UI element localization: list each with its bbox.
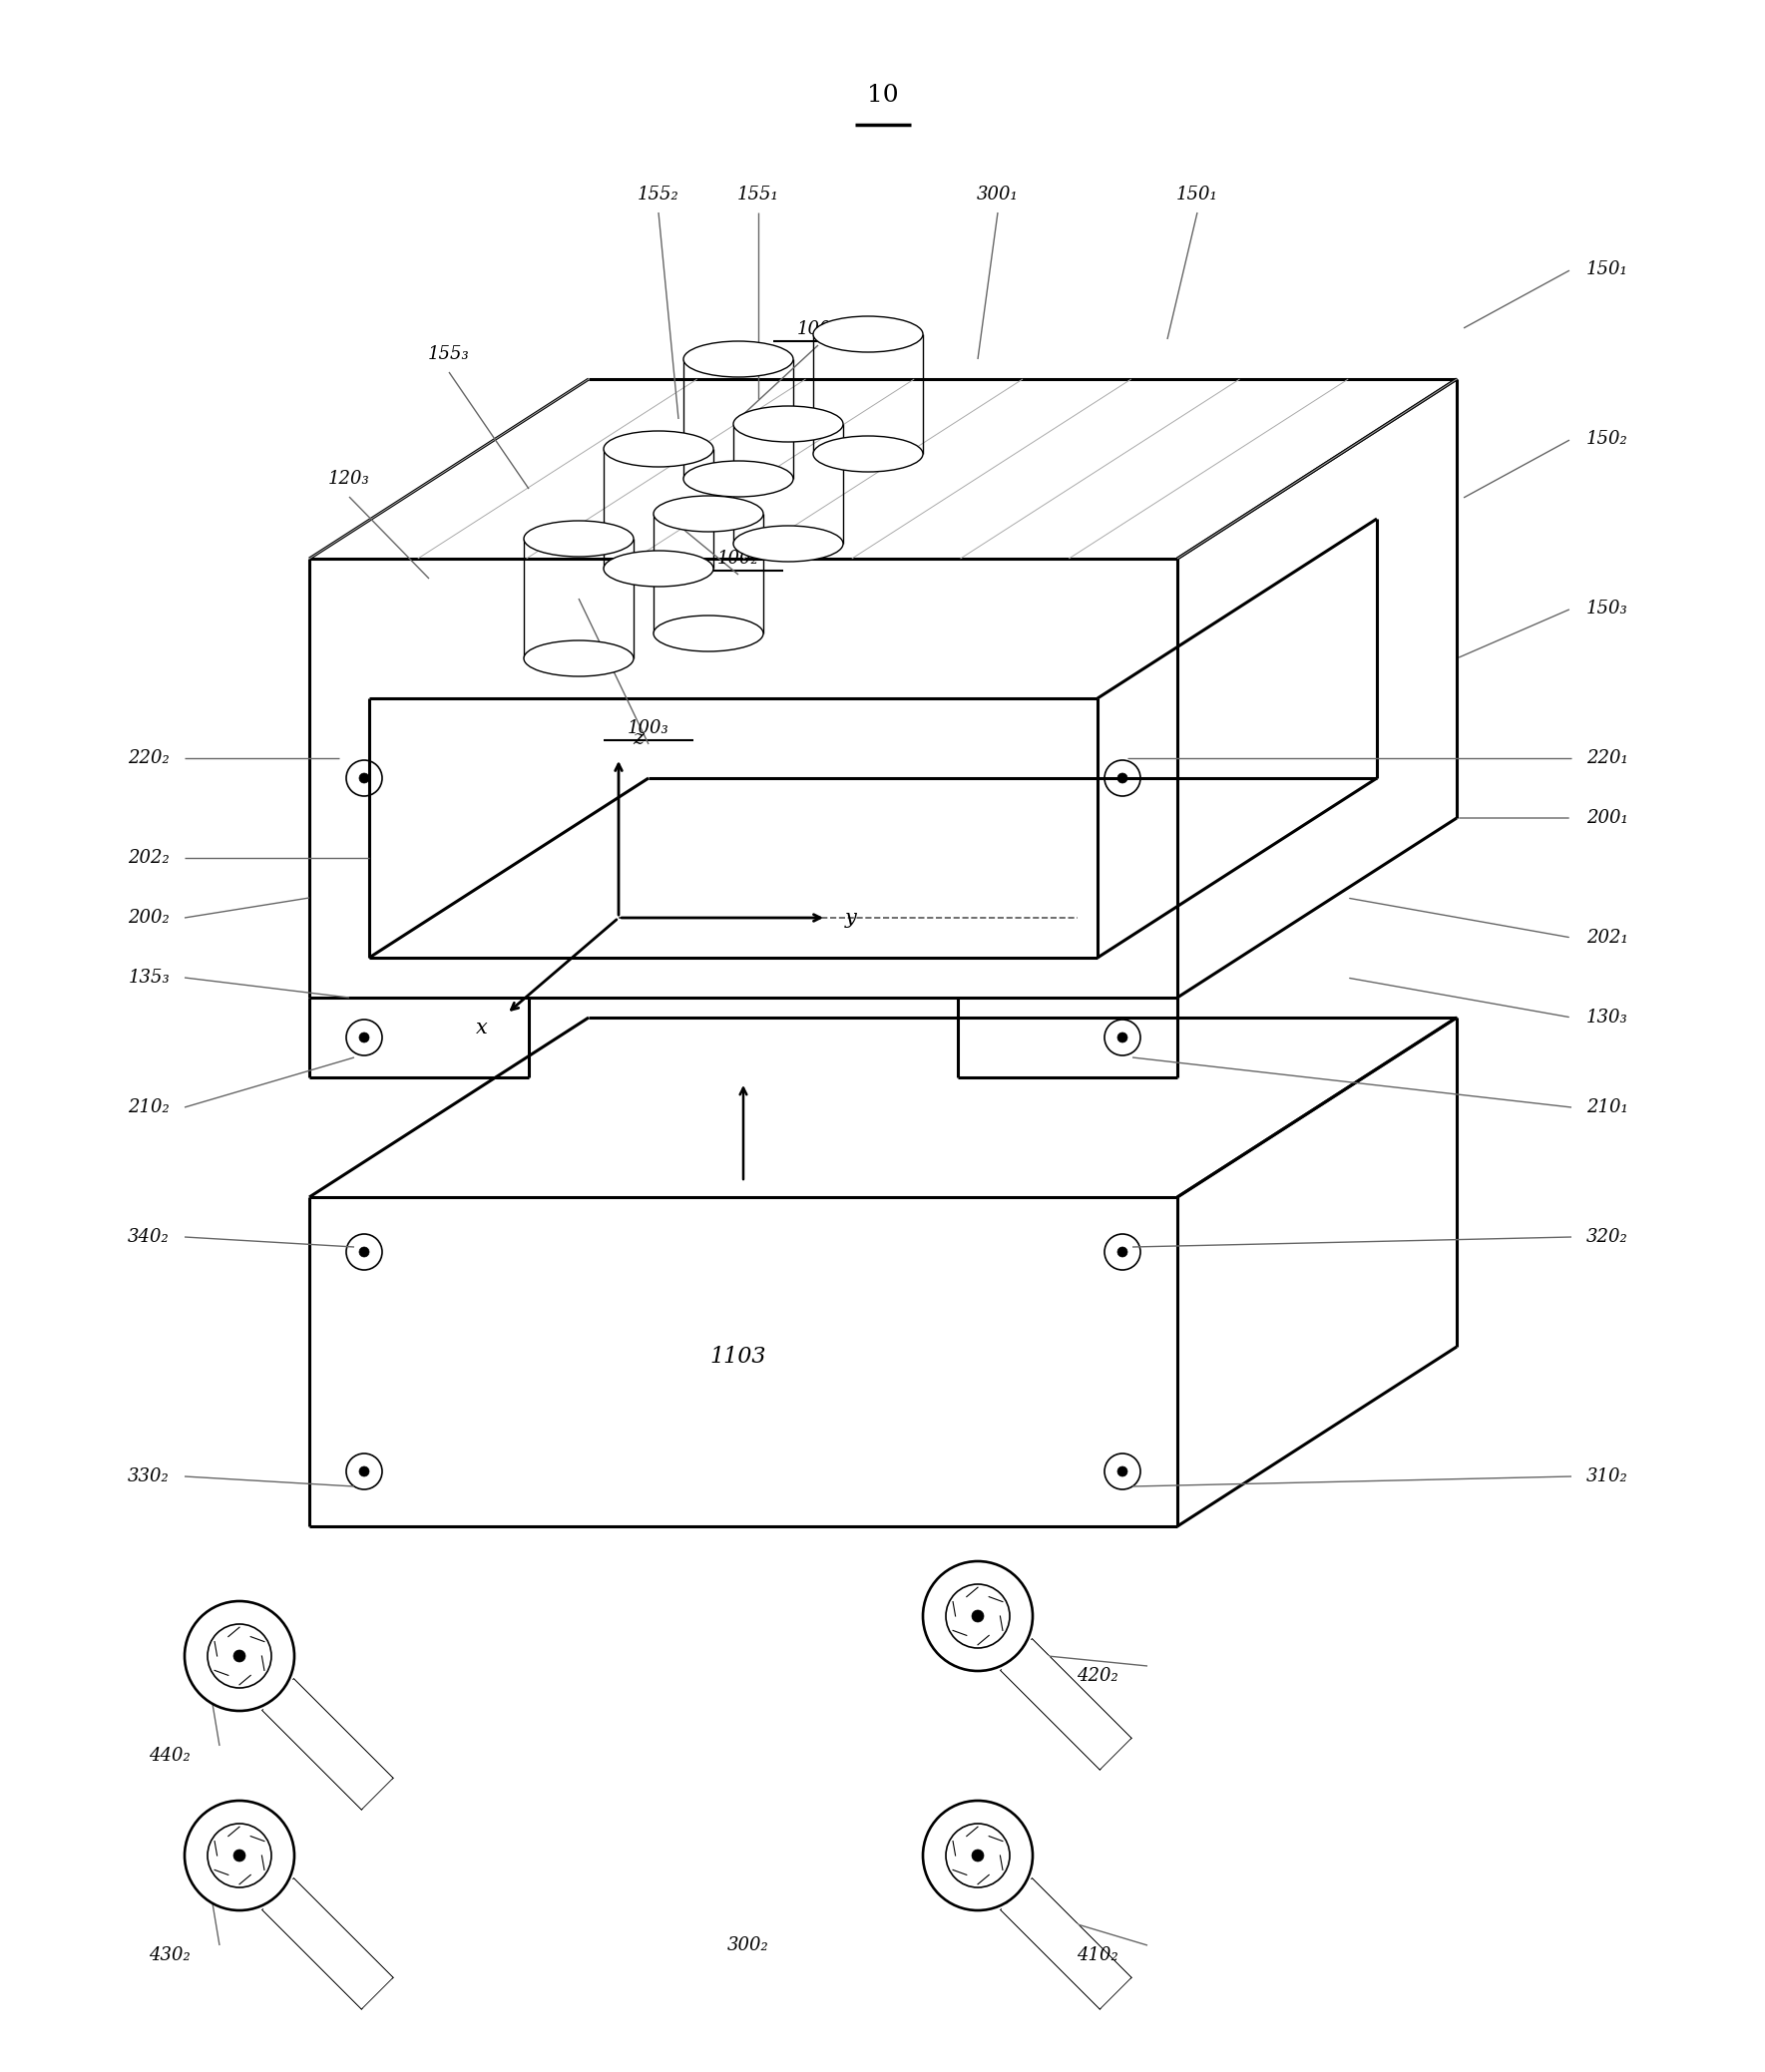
Ellipse shape xyxy=(653,495,762,533)
Text: 120₃: 120₃ xyxy=(328,470,371,487)
Ellipse shape xyxy=(814,317,923,352)
Text: 100₂: 100₂ xyxy=(718,549,759,568)
Ellipse shape xyxy=(604,431,713,466)
Text: 10: 10 xyxy=(867,83,898,106)
Circle shape xyxy=(346,1235,383,1270)
Ellipse shape xyxy=(683,342,792,377)
Circle shape xyxy=(1105,1452,1140,1490)
Text: 200₁: 200₁ xyxy=(1587,808,1627,827)
Ellipse shape xyxy=(732,526,844,562)
Circle shape xyxy=(1117,1032,1128,1042)
Circle shape xyxy=(973,1610,983,1622)
Text: 135₃: 135₃ xyxy=(127,970,169,986)
Text: 410₂: 410₂ xyxy=(1077,1946,1119,1964)
Text: 155₁: 155₁ xyxy=(738,186,778,203)
Text: 440₂: 440₂ xyxy=(148,1747,191,1765)
Circle shape xyxy=(1105,1019,1140,1055)
Text: 320₂: 320₂ xyxy=(1587,1229,1627,1245)
Text: 430₂: 430₂ xyxy=(148,1946,191,1964)
Circle shape xyxy=(360,1467,369,1477)
Text: 210₁: 210₁ xyxy=(1587,1098,1627,1117)
Ellipse shape xyxy=(653,615,762,651)
Ellipse shape xyxy=(604,551,713,586)
Text: 210₂: 210₂ xyxy=(127,1098,169,1117)
Text: 150₁: 150₁ xyxy=(1177,186,1218,203)
Circle shape xyxy=(185,1801,295,1910)
Circle shape xyxy=(1117,773,1128,783)
Circle shape xyxy=(923,1560,1033,1670)
Text: 155₃: 155₃ xyxy=(429,346,469,363)
Circle shape xyxy=(360,773,369,783)
Circle shape xyxy=(923,1801,1033,1910)
Text: x: x xyxy=(477,1019,487,1038)
Circle shape xyxy=(973,1850,983,1861)
Text: 100₁: 100₁ xyxy=(798,321,838,338)
Ellipse shape xyxy=(683,460,792,497)
Text: 150₃: 150₃ xyxy=(1587,599,1627,617)
Circle shape xyxy=(185,1602,295,1711)
Text: 220₁: 220₁ xyxy=(1587,750,1627,767)
Ellipse shape xyxy=(732,406,844,441)
Text: 330₂: 330₂ xyxy=(127,1467,169,1486)
Text: 310₂: 310₂ xyxy=(1587,1467,1627,1486)
Text: 220₂: 220₂ xyxy=(127,750,169,767)
Ellipse shape xyxy=(524,520,634,557)
Text: 300₂: 300₂ xyxy=(727,1937,770,1954)
Circle shape xyxy=(360,1032,369,1042)
Text: 340₂: 340₂ xyxy=(127,1229,169,1245)
Text: 202₁: 202₁ xyxy=(1587,928,1627,947)
Ellipse shape xyxy=(524,640,634,675)
Text: 200₂: 200₂ xyxy=(127,910,169,926)
Text: 420₂: 420₂ xyxy=(1077,1668,1119,1685)
Circle shape xyxy=(360,1247,369,1258)
Text: 150₁: 150₁ xyxy=(1587,261,1627,278)
Text: 300₁: 300₁ xyxy=(976,186,1018,203)
Circle shape xyxy=(346,760,383,796)
Text: 130₃: 130₃ xyxy=(1587,1009,1627,1026)
Polygon shape xyxy=(263,1879,392,2008)
Ellipse shape xyxy=(814,435,923,472)
Text: 1103: 1103 xyxy=(710,1345,766,1368)
Text: 155₂: 155₂ xyxy=(637,186,680,203)
Circle shape xyxy=(1105,760,1140,796)
Circle shape xyxy=(346,1452,383,1490)
Circle shape xyxy=(1105,1235,1140,1270)
Circle shape xyxy=(346,1019,383,1055)
Circle shape xyxy=(233,1850,245,1861)
Circle shape xyxy=(1117,1467,1128,1477)
Text: 202₂: 202₂ xyxy=(127,850,169,866)
Circle shape xyxy=(1117,1247,1128,1258)
Text: 100₃: 100₃ xyxy=(628,719,669,738)
Text: y: y xyxy=(845,908,858,928)
Polygon shape xyxy=(263,1678,392,1809)
Text: z: z xyxy=(634,729,644,748)
Polygon shape xyxy=(1001,1879,1131,2008)
Circle shape xyxy=(233,1649,245,1662)
Polygon shape xyxy=(1001,1639,1131,1769)
Text: 150₂: 150₂ xyxy=(1587,431,1627,448)
